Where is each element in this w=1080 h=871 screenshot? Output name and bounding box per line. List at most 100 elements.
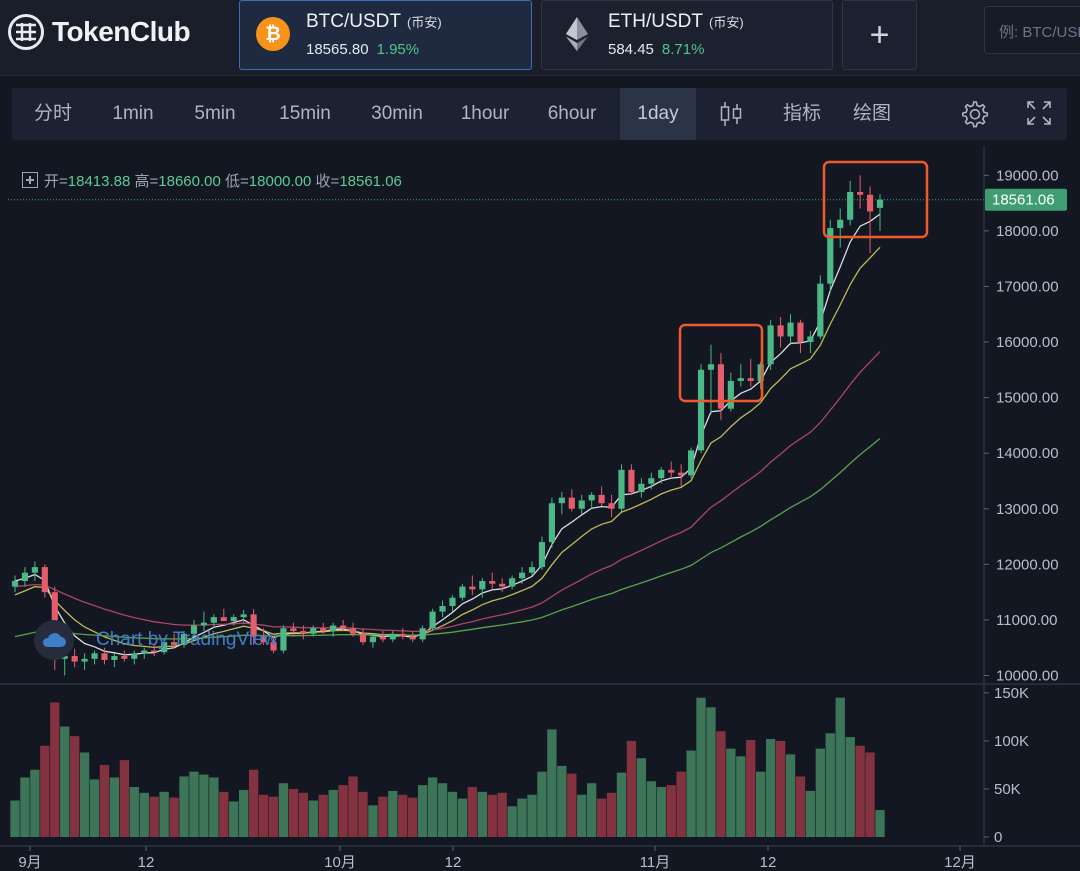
volume-bar (398, 794, 408, 837)
candle-body (707, 364, 715, 370)
candle-body (141, 650, 148, 654)
low-label: 低= (225, 173, 249, 190)
candle-body (717, 364, 725, 409)
settings-gear-icon[interactable] (960, 99, 990, 134)
chart-toolbar: 分时 1min 5min 15min 30min 1hour 6hour 1da… (12, 88, 1067, 140)
candle-body (270, 642, 277, 651)
search-input[interactable]: 例: BTC/USDT (984, 6, 1080, 54)
time-tick-label: 11月 (640, 854, 671, 871)
candle-body (31, 567, 38, 573)
volume-bar (427, 777, 438, 837)
interval-15min[interactable]: 15min (279, 103, 331, 124)
time-tick-label: 12月 (944, 854, 976, 871)
time-tick-label: 12 (760, 854, 777, 871)
ticker-change: 1.95% (376, 41, 420, 58)
volume-bar (338, 785, 348, 837)
interval-6hour[interactable]: 6hour (547, 103, 597, 124)
interval-5min[interactable]: 5min (194, 103, 236, 124)
candlestick-type-icon[interactable] (718, 101, 744, 132)
interval-1day[interactable]: 1day (620, 88, 696, 140)
volume-bar (30, 769, 40, 837)
bitcoin-icon: ₿ (256, 17, 290, 51)
candle-body (658, 469, 665, 479)
volume-bar (636, 758, 647, 837)
ticker-pair: ETH/USDT (608, 11, 703, 32)
ticker-eth-usdt[interactable]: ETH/USDT (币安) 584.45 8.71% (541, 0, 833, 70)
candle-body (61, 656, 68, 659)
volume-bar (20, 777, 30, 837)
volume-bar (517, 798, 527, 837)
volume-bar (89, 779, 100, 837)
ticker-change: 8.71% (661, 41, 705, 58)
svg-text:₿: ₿ (265, 24, 280, 45)
interval-1min[interactable]: 1min (112, 103, 154, 124)
drawing-button[interactable]: 绘图 (852, 103, 891, 124)
candlestick-chart[interactable]: 19000.00 18000.00 17000.00 16000.00 15000.00… (0, 146, 1080, 871)
volume-bar (378, 796, 388, 837)
candle-body (697, 369, 705, 451)
candle-body (220, 617, 227, 622)
candle-body (399, 633, 406, 637)
logo[interactable]: TokenClub (8, 12, 191, 52)
volume-bar (865, 752, 875, 837)
price-tick-label: 16000.00 (996, 334, 1059, 351)
volume-bar (815, 748, 826, 837)
time-tick-label: 9月 (18, 854, 41, 871)
candle-body (578, 500, 585, 509)
volume-bar (69, 736, 80, 837)
price-tick-label: 11000.00 (996, 612, 1057, 629)
volume-bar (875, 810, 885, 837)
candle-body (757, 364, 764, 381)
candle-body (210, 617, 217, 623)
volume-bar (825, 733, 835, 837)
price-tick-label: 17000.00 (996, 278, 1059, 295)
candle-body (668, 469, 675, 473)
interval-fenshi[interactable]: 分时 (33, 103, 72, 124)
fullscreen-icon[interactable] (1026, 100, 1052, 131)
highlight-box-consolidation (678, 323, 764, 403)
volume-bar (855, 745, 865, 837)
candle-body (827, 228, 834, 284)
ticker-exchange: (币安) (709, 15, 744, 30)
candle-body (359, 633, 367, 643)
volume-bar (169, 797, 179, 837)
volume-bar (129, 787, 139, 837)
ticker-price: 18565.80 (306, 41, 369, 58)
volume-bar (248, 769, 259, 837)
price-chart[interactable]: 19000.00 18000.00 17000.00 16000.00 15000.00… (0, 146, 1080, 871)
candle-body (419, 628, 426, 640)
indicators-button[interactable]: 指标 (782, 103, 821, 124)
high-label: 高= (134, 173, 159, 190)
candle-body (101, 653, 108, 660)
candle-body (250, 614, 257, 637)
ticker-btc-usdt[interactable]: ₿ BTC/USDT (币安) 18565.80 1.95% (239, 0, 532, 70)
volume-bar (447, 791, 458, 837)
candle-body (260, 636, 267, 643)
candle-body (638, 483, 645, 493)
app-name: TokenClub (52, 16, 191, 47)
volume-bar (626, 740, 637, 837)
interval-1hour[interactable]: 1hour (460, 103, 510, 124)
candle-body (678, 472, 685, 476)
add-ticker-button[interactable]: + (842, 0, 917, 70)
volume-bar (477, 791, 487, 837)
volume-bar (765, 739, 776, 837)
time-tick-label: 12 (445, 854, 462, 871)
interval-30min[interactable]: 30min (371, 103, 423, 124)
price-tick-label: 10000.00 (996, 668, 1059, 685)
volume-bar (586, 783, 597, 837)
candle-body (588, 494, 595, 501)
candle-body (330, 625, 337, 632)
volume-bar (497, 792, 507, 837)
volume-bar (119, 760, 130, 837)
tradingview-watermark[interactable]: Chart by TradingView (34, 620, 277, 660)
candle-body (747, 378, 754, 381)
candle-body (340, 625, 347, 629)
volume-bar (457, 798, 468, 837)
price-tick-label: 15000.00 (996, 390, 1059, 407)
legend-toggle-icon[interactable] (22, 172, 38, 188)
volume-bar (507, 806, 517, 837)
candle-body (866, 194, 874, 212)
volume-bar (328, 789, 338, 837)
ma-slow-line (14, 350, 881, 633)
